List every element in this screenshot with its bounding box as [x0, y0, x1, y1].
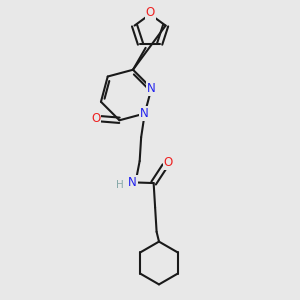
Text: N: N [140, 107, 149, 120]
Text: N: N [128, 176, 136, 189]
Text: O: O [91, 112, 100, 125]
Text: O: O [164, 156, 173, 169]
Text: H: H [116, 180, 124, 190]
Text: O: O [146, 6, 155, 19]
Text: N: N [147, 82, 156, 95]
